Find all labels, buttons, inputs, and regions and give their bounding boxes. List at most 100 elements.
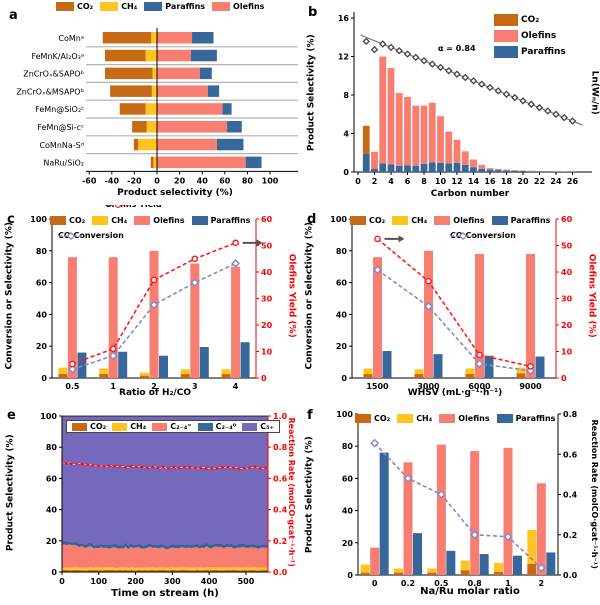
legend-swatch-paraffins-icon [144, 2, 163, 11]
panel-d-y-axis-title: Conversion or Selectivity (%) [304, 221, 315, 370]
bar-olefins [453, 139, 461, 163]
bar-paraffins [437, 162, 444, 172]
tick-label: 40 [342, 507, 354, 516]
panel-d-y2-axis-title: Olefins Yield (%) [586, 253, 597, 338]
bar-paraffins [420, 163, 428, 172]
panel-label-a: a [9, 8, 18, 23]
marker-diamond [475, 359, 484, 369]
legend-label: Paraffins [521, 47, 566, 57]
panel-c-legend: CO₂ CH₄ Olefins Paraffins [50, 216, 250, 225]
bar-ch4 [363, 368, 373, 375]
bar-paraffins [478, 168, 486, 172]
tick-label: 100 [40, 412, 57, 421]
tick-label: 10 [261, 348, 273, 357]
panel-b-y2-axis-title: Ln(Wₙ/n) [589, 70, 600, 115]
tick-label: 0.8 [468, 579, 483, 588]
tick-label: 16 [338, 14, 350, 23]
legend-swatch-paraffins-icon [494, 46, 518, 58]
legend-swatch-c5plus-icon [242, 422, 258, 431]
tick-label: 0.4 [273, 506, 288, 515]
bar-paraffins [513, 555, 522, 575]
tick-label: 2 [151, 382, 157, 391]
legend-item: Olefins Yield [105, 205, 162, 209]
legend-swatch-ch4-icon [397, 414, 414, 423]
category-label: FeMn@Si-cᶜ [37, 123, 84, 132]
tick-label: 80 [336, 247, 348, 256]
bar-ch4 [221, 369, 231, 375]
panel-e-y2-axis-title: Reaction Rate (molCO·gcat⁻¹·h⁻¹) [287, 417, 297, 567]
bar-paraffins [371, 168, 378, 172]
bar-co2 [99, 374, 109, 378]
bar-olefins [470, 451, 480, 575]
bar-co2 [133, 138, 139, 151]
tick-label: 60 [561, 215, 573, 224]
bar-co2 [221, 374, 231, 378]
bar-paraffins [199, 346, 209, 378]
bar-olefins [157, 103, 223, 115]
bar-ch4 [460, 560, 470, 571]
asf-point [436, 63, 445, 72]
legend-label: CO₂ [69, 216, 86, 225]
legend-line-sample-icon [451, 231, 475, 241]
legend-swatch-co2-icon [355, 414, 371, 423]
asf-point [568, 117, 577, 125]
legend-item: CO Conversion [450, 231, 516, 241]
bar-olefins [231, 266, 241, 378]
bar-paraffins [445, 163, 453, 172]
marker-diamond [536, 563, 546, 573]
legend-label: CO Conversion [58, 231, 124, 240]
bar-paraffins [227, 121, 242, 133]
bar-paraffins [118, 351, 128, 378]
data-line [376, 238, 531, 368]
tick-label: 4 [233, 382, 239, 391]
tick-label: 8 [343, 91, 349, 100]
panel-f-plot: 0 20 40 60 80 100 0.0 0.2 0.4 0.6 0.8 0 0.2 0.5 0.8 1 2 [336, 410, 577, 588]
legend-swatch-paraffins-icon [197, 422, 213, 431]
marker-diamond [370, 438, 380, 448]
marker-diamond [403, 474, 413, 483]
bar-paraffins [519, 171, 527, 172]
legend-item: Paraffins [494, 46, 566, 58]
tick-label: 18 [501, 177, 513, 186]
legend-label: CH₄ [121, 2, 138, 11]
tick-label: 60 [342, 474, 354, 483]
tick-label: 100 [90, 577, 107, 586]
marker-circle [476, 351, 483, 359]
bar-olefins [437, 116, 444, 163]
tick-label: 0 [261, 374, 267, 383]
panel-c-plot: 0 20 40 60 80 100 0 10 20 30 40 50 60 0.5 1 2 3 4 [30, 215, 273, 391]
bar-co2 [362, 125, 370, 154]
legend-label: CH₄ [111, 216, 128, 225]
legend-label: Olefins [458, 414, 490, 423]
legend-item: CO₂ [56, 2, 93, 11]
tick-label: 0 [154, 176, 160, 185]
panel-d: 0 20 40 60 80 100 0 10 20 30 40 50 60 1500 3000 6000 900… [300, 205, 600, 400]
tick-label: 20 [174, 176, 186, 185]
marker-circle [69, 360, 76, 368]
legend-label: CH₄ [411, 216, 428, 225]
tick-label: 50 [261, 242, 273, 251]
bar-olefins [395, 93, 403, 166]
tick-label: 60 [46, 474, 58, 483]
legend-label: CH₄ [130, 422, 147, 431]
legend-swatch-olefins-icon [494, 30, 518, 42]
legend-label: CH₄ [416, 414, 433, 423]
panel-d-line-legend-conversion: CO Conversion [450, 231, 516, 241]
bar-paraffins [484, 355, 494, 378]
tick-label: 12 [451, 177, 462, 186]
tick-label: 60 [336, 279, 348, 288]
panel-c-y-axis-title: Conversion or Selectivity (%) [4, 221, 15, 370]
asf-point [519, 97, 527, 105]
panel-e: 0 20 40 60 80 100 0 100 200 300 400 500 0.0 0.2 0.4 0.6… [0, 400, 300, 605]
bar-olefins [420, 105, 428, 164]
tick-label: 40 [36, 310, 48, 319]
legend-item: Olefins [212, 2, 264, 11]
legend-label: CO₂ [90, 422, 107, 431]
legend-swatch-co2-icon [494, 14, 518, 26]
marker-diamond [424, 302, 433, 311]
asf-point [494, 87, 502, 95]
marker-circle [150, 276, 158, 284]
tick-label: 10 [561, 348, 573, 357]
